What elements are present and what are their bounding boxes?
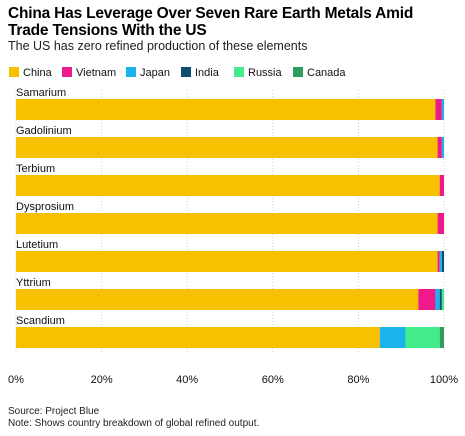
bar-samarium-japan (441, 99, 444, 120)
bar-samarium-china (16, 99, 436, 120)
bar-scandium-canada (439, 327, 444, 348)
legend-label-russia: Russia (248, 67, 283, 79)
bar-scandium-russia (405, 327, 440, 348)
chart-title: China Has Leverage Over Seven Rare Earth… (8, 5, 414, 39)
bar-dysprosium-china (16, 213, 438, 234)
legend-swatch-canada (293, 67, 303, 77)
bar-yttrium-russia (441, 289, 444, 310)
bar-dysprosium-vietnam (437, 213, 444, 234)
bar-yttrium-japan (435, 289, 440, 310)
category-label-scandium: Scandium (16, 315, 65, 327)
legend-label-india: India (195, 67, 220, 79)
bar-gadolinium-vietnam (437, 137, 442, 158)
chart-note: Note: Shows country breakdown of global … (8, 418, 260, 429)
bar-gadolinium-japan (441, 137, 444, 158)
x-tick-label-80: 80% (347, 374, 369, 386)
category-label-samarium: Samarium (16, 87, 66, 99)
category-label-terbium: Terbium (16, 163, 55, 175)
chart-subtitle: The US has zero refined production of th… (8, 39, 308, 53)
chart-source: Source: Project Blue (8, 406, 100, 417)
legend-swatch-india (181, 67, 191, 77)
bar-lutetium-india (441, 251, 444, 272)
bar-scandium-china (16, 327, 380, 348)
legend-swatch-russia (234, 67, 244, 77)
bar-scandium-japan (379, 327, 406, 348)
legend-swatch-vietnam (62, 67, 72, 77)
x-axis-ticks: 0% 20% 40% 60% 80% 100% (8, 374, 458, 386)
legend-swatch-china (9, 67, 19, 77)
category-label-dysprosium: Dysprosium (16, 201, 74, 213)
bar-lutetium-japan (439, 251, 442, 272)
legend-label-japan: Japan (140, 67, 170, 79)
bar-terbium-china (16, 175, 440, 196)
bar-terbium-vietnam (439, 175, 444, 196)
legend-label-china: China (23, 67, 53, 79)
x-tick-label-20: 20% (91, 374, 113, 386)
bar-lutetium-china (16, 251, 438, 272)
x-tick-label-60: 60% (262, 374, 284, 386)
x-tick-label-40: 40% (176, 374, 198, 386)
x-tick-label-100: 100% (430, 374, 458, 386)
bar-gadolinium-china (16, 137, 438, 158)
category-label-gadolinium: Gadolinium (16, 125, 72, 137)
bar-yttrium-vietnam (418, 289, 436, 310)
chart-legend: China Vietnam Japan India Russia Canada (9, 67, 346, 79)
chart-bars: Samarium Gadolinium Terbium Dysprosium Lutet… (16, 87, 444, 348)
legend-label-vietnam: Vietnam (76, 67, 116, 79)
legend-label-canada: Canada (307, 67, 346, 79)
x-tick-label-0: 0% (8, 374, 24, 386)
bar-lutetium-vietnam (437, 251, 440, 272)
category-label-lutetium: Lutetium (16, 239, 58, 251)
bar-yttrium-india (439, 289, 442, 310)
bar-yttrium-china (16, 289, 419, 310)
legend-swatch-japan (126, 67, 136, 77)
bar-samarium-vietnam (435, 99, 442, 120)
category-label-yttrium: Yttrium (16, 277, 51, 289)
